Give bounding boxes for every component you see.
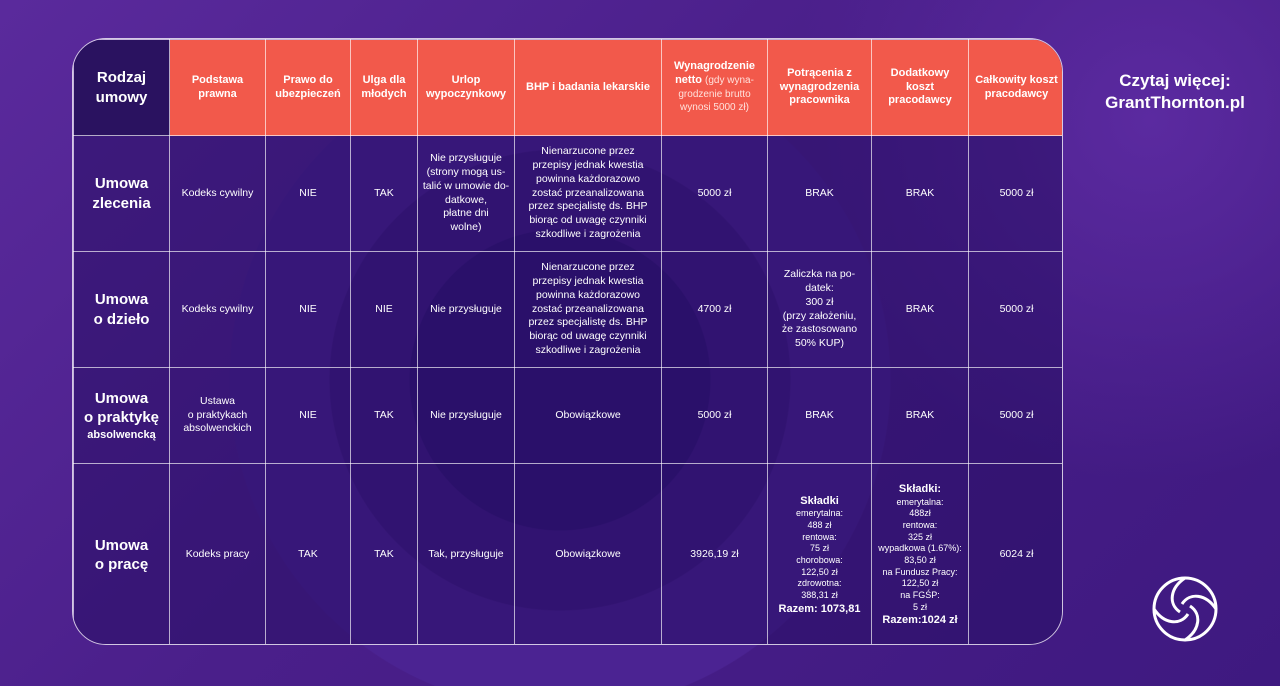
read-more-label: Czytaj więcej: [1119,71,1231,90]
table-row: Umowa o pracę Kodeks pracy TAK TAK Tak, … [73,463,1062,644]
header-deductions: Potrącenia z wynagrodzenia pracownika [767,39,872,136]
cell-leave: Nie przysługuje [417,367,515,464]
cell-leave: Tak, przysługuje [417,463,515,644]
header-bhp: BHP i badania lekarskie [514,39,662,136]
cell-extra-cost: BRAK [871,135,969,252]
cell-legal-basis: Ustawa o praktykach absolwenckich [169,367,266,464]
header-legal-basis: Podstawa prawna [169,39,266,136]
header-youth-relief: Ulga dla młodych [350,39,418,136]
cell-net-salary: 3926,19 zł [661,463,768,644]
cell-total-cost: 5000 zł [968,251,1062,368]
cell-deductions: Składki emerytalna: 488 zł rentowa: 75 z… [767,463,872,644]
cell-insurance: NIE [265,367,351,464]
cell-legal-basis: Kodeks cywilny [169,135,266,252]
cell-insurance: NIE [265,251,351,368]
header-net-salary: Wynagrodzenie netto (gdy wyna- grodzenie… [661,39,768,136]
header-contract-type: Rodzaj umowy [73,39,170,136]
grant-thornton-logo-icon [1152,576,1218,642]
comparison-table-frame: Rodzaj umowy Podstawa prawna Prawo do ub… [72,38,1063,645]
cell-deductions: BRAK [767,367,872,464]
cell-deductions: BRAK [767,135,872,252]
cell-leave: Nie przysługuje [417,251,515,368]
read-more-callout: Czytaj więcej: GrantThornton.pl [1090,70,1260,114]
cell-insurance: TAK [265,463,351,644]
row-contract-type: Umowa o pracę [73,463,170,644]
header-total-cost: Całkowity koszt pracodawcy [968,39,1062,136]
cell-total-cost: 5000 zł [968,135,1062,252]
cell-extra-cost: Składki: emerytalna: 488zł rentowa: 325 … [871,463,969,644]
cell-youth-relief: TAK [350,367,418,464]
cell-leave: Nie przysługuje (strony mogą us- talić w… [417,135,515,252]
contract-comparison-table: Rodzaj umowy Podstawa prawna Prawo do ub… [73,39,1062,644]
cell-bhp: Obowiązkowe [514,367,662,464]
header-extra-cost: Dodatkowy koszt pracodawcy [871,39,969,136]
header-insurance: Prawo do ubezpieczeń [265,39,351,136]
cell-bhp: Nienarzucone przez przepisy jednak kwest… [514,251,662,368]
table-row: Umowa zlecenia Kodeks cywilny NIE TAK Ni… [73,135,1062,252]
cell-bhp: Obowiązkowe [514,463,662,644]
cell-net-salary: 5000 zł [661,135,768,252]
cell-extra-cost: BRAK [871,367,969,464]
table-row: Umowa o dzieło Kodeks cywilny NIE NIE Ni… [73,251,1062,368]
cell-deductions: Zaliczka na po- datek: 300 zł (przy zało… [767,251,872,368]
cell-youth-relief: TAK [350,463,418,644]
cell-legal-basis: Kodeks cywilny [169,251,266,368]
read-more-link[interactable]: GrantThornton.pl [1105,93,1245,113]
cell-net-salary: 5000 zł [661,367,768,464]
row-contract-type: Umowa zlecenia [73,135,170,252]
cell-total-cost: 5000 zł [968,367,1062,464]
cell-net-salary: 4700 zł [661,251,768,368]
cell-total-cost: 6024 zł [968,463,1062,644]
table-header-row: Rodzaj umowy Podstawa prawna Prawo do ub… [73,39,1062,136]
cell-youth-relief: NIE [350,251,418,368]
row-contract-type: Umowa o dzieło [73,251,170,368]
header-leave: Urlop wypoczynkowy [417,39,515,136]
cell-legal-basis: Kodeks pracy [169,463,266,644]
row-contract-type: Umowa o praktykę absolwencką [73,367,170,464]
cell-insurance: NIE [265,135,351,252]
table-row: Umowa o praktykę absolwencką Ustawa o pr… [73,367,1062,464]
cell-youth-relief: TAK [350,135,418,252]
cell-extra-cost: BRAK [871,251,969,368]
cell-bhp: Nienarzucone przez przepisy jednak kwest… [514,135,662,252]
